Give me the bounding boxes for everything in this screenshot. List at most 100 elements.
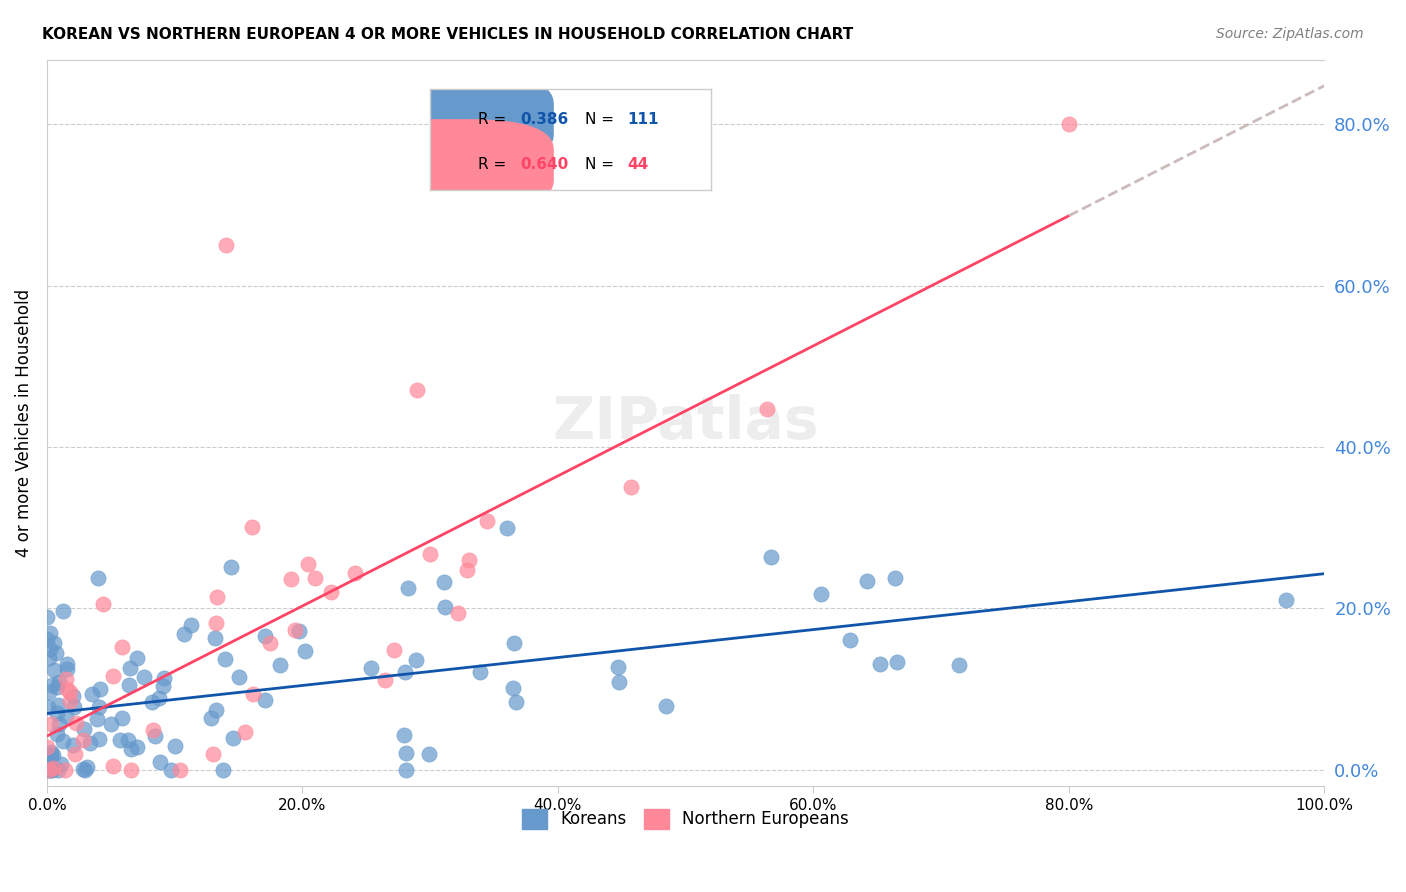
Point [288, 624, 311, 639]
Point [120, 742, 142, 756]
Point [41, 717, 63, 731]
Point [72, 762, 94, 776]
Y-axis label: 4 or more Vehicles in Household: 4 or more Vehicles in Household [15, 289, 32, 557]
Point [46, 698, 69, 713]
Point [204, 703, 226, 717]
Point [458, 553, 481, 567]
Point [294, 644, 316, 658]
Point [468, 665, 491, 680]
Point [456, 563, 478, 577]
Point [259, 636, 281, 650]
Point [55, 672, 77, 686]
Point [56, 663, 79, 677]
Point [284, 623, 307, 637]
Point [62, 738, 84, 752]
Point [59, 694, 82, 708]
Point [382, 643, 405, 657]
Point [344, 566, 367, 580]
Point [86, 712, 108, 726]
Point [120, 661, 142, 675]
Text: Source: ZipAtlas.com: Source: ZipAtlas.com [1216, 27, 1364, 41]
Point [655, 698, 678, 713]
Point [56, 657, 79, 671]
Point [395, 763, 418, 777]
Point [51, 756, 73, 771]
Point [38, 685, 60, 699]
Point [205, 591, 228, 605]
Point [37, 763, 59, 777]
Point [48, 763, 70, 777]
Point [163, 739, 186, 753]
Point [42, 761, 65, 775]
Point [39, 747, 62, 762]
Point [432, 574, 454, 589]
Point [221, 731, 243, 745]
Point [620, 480, 643, 494]
Point [143, 729, 166, 743]
Point [87, 570, 110, 584]
Point [396, 582, 419, 596]
Text: ZIPatlas: ZIPatlas [553, 394, 818, 451]
Point [37, 757, 59, 772]
Point [406, 384, 429, 398]
Point [41, 748, 63, 763]
Point [39, 763, 62, 777]
Point [142, 723, 165, 738]
Point [37, 747, 59, 762]
Point [82, 687, 104, 701]
Point [169, 763, 191, 777]
Point [38, 763, 60, 777]
Point [173, 627, 195, 641]
Point [41, 763, 63, 777]
Point [374, 673, 396, 687]
Point [503, 635, 526, 649]
Point [108, 733, 131, 747]
Point [127, 651, 149, 665]
Point [65, 716, 87, 731]
Point [45, 727, 67, 741]
Point [153, 672, 176, 686]
Point [45, 646, 67, 660]
Point [42, 663, 65, 677]
Point [495, 520, 517, 534]
Point [869, 657, 891, 672]
Point [111, 640, 134, 655]
Point [253, 629, 276, 643]
Point [148, 691, 170, 706]
Point [755, 401, 778, 416]
Point [79, 736, 101, 750]
Point [39, 745, 62, 759]
Point [76, 759, 98, 773]
Point [505, 695, 527, 709]
Point [855, 574, 877, 588]
Point [63, 699, 86, 714]
Point [120, 763, 142, 777]
Point [204, 631, 226, 645]
Point [45, 680, 67, 694]
Point [297, 557, 319, 571]
Point [152, 679, 174, 693]
Point [41, 678, 63, 692]
Point [215, 238, 238, 252]
Point [607, 674, 630, 689]
Point [233, 725, 256, 739]
Point [759, 550, 782, 565]
Point [254, 693, 277, 707]
Point [200, 711, 222, 725]
Point [269, 657, 291, 672]
Point [1275, 593, 1298, 607]
Point [118, 678, 141, 692]
Point [111, 711, 134, 725]
Point [948, 658, 970, 673]
Point [304, 570, 326, 584]
Point [502, 681, 524, 695]
Point [48, 717, 70, 731]
Point [201, 747, 224, 761]
Point [89, 681, 111, 696]
Point [141, 695, 163, 709]
Point [46, 706, 69, 720]
Point [228, 670, 250, 684]
Point [418, 747, 440, 762]
Point [149, 756, 172, 770]
Point [395, 746, 418, 760]
